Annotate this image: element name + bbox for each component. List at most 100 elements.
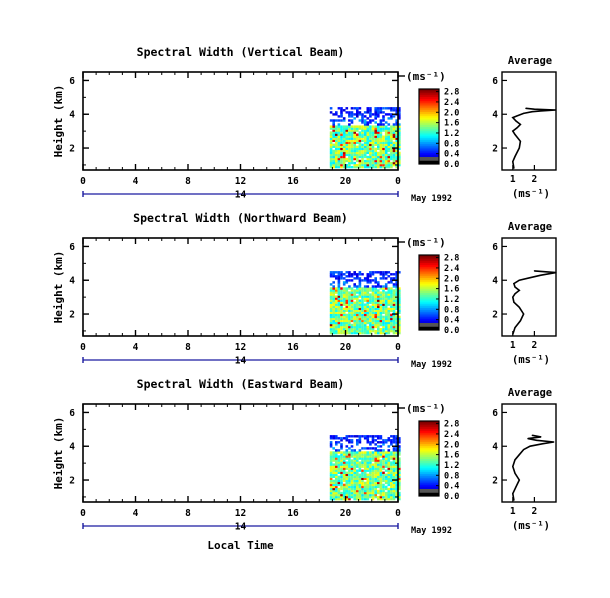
heatmap-cell [335,325,338,329]
heatmap-cell [350,449,354,452]
heatmap-cell [377,155,380,159]
heatmap-cell [390,303,393,306]
heatmap-cell [374,313,377,317]
heatmap-cell [337,307,341,310]
heatmap-cell [398,111,401,114]
heatmap-cell [382,107,385,110]
heatmap-cell [366,447,370,450]
heatmap-cell [342,315,346,319]
heatmap-cell [382,331,385,335]
heatmap-cell [340,165,343,169]
heatmap-cell [390,455,393,458]
heatmap-cell [384,129,388,132]
heatmap-cell [353,453,356,456]
heatmap-cell [395,463,398,466]
colorbar-tick-label: 0.4 [444,150,459,160]
heatmap-cell [379,107,383,110]
heatmap-cell [340,325,343,329]
colorbar-swatch [419,286,439,290]
heatmap-cell [353,127,356,130]
heatmap-cell [340,477,343,480]
heatmap-cell [395,131,398,134]
heatmap-cell [363,289,367,292]
heatmap-cell [332,455,335,458]
heatmap-cell [371,495,375,499]
average-profile-point [518,454,520,456]
heatmap-cell [345,279,349,282]
heatmap-cell [398,461,401,464]
heatmap-cell [340,135,343,138]
panel-title: Spectral Width (Eastward Beam) [137,377,345,391]
colorbar-swatch [419,277,439,280]
heatmap-cell [382,155,385,159]
heatmap-cell [371,119,375,122]
heatmap-cell [371,319,375,323]
heatmap-cell [363,277,367,280]
heatmap-cell [345,323,349,327]
heatmap-cell [361,491,364,495]
heatmap-cell [395,465,398,468]
heatmap-cell [398,117,401,120]
colorbar-swatch [419,451,439,454]
heatmap-cell [332,451,335,454]
heatmap-cell [335,331,338,335]
heatmap-cell [377,299,380,302]
heatmap-cell [337,491,341,495]
heatmap-cell [384,451,388,454]
heatmap-cell [348,483,351,487]
heatmap-cell [366,437,370,440]
heatmap-cell [382,311,385,314]
heatmap-cell [395,109,398,112]
heatmap-cell [379,271,383,274]
heatmap-cell [342,313,346,317]
heatmap-cell [340,457,343,460]
heatmap-cell [353,451,356,454]
heatmap-cell [387,315,391,319]
heatmap-cell [350,125,354,128]
heatmap-cell [384,477,388,480]
heatmap-cell [329,329,333,333]
heatmap-cell [369,453,372,456]
heatmap-cell [369,293,372,296]
heatmap-cell [384,165,388,169]
heatmap-cell [337,285,341,288]
heatmap-cell [395,137,398,140]
heatmap-cell [340,473,343,476]
heatmap-cell [382,297,385,300]
heatmap-cell [350,297,354,300]
heatmap-cell [377,291,380,294]
heatmap-cell [358,495,362,499]
heatmap-cell [395,121,398,124]
heatmap-cell [353,131,356,134]
heatmap-cell [348,331,351,335]
heatmap-cell [384,133,388,136]
heatmap-cell [379,449,383,452]
heatmap-cell [348,131,351,134]
heatmap-cell [387,455,391,458]
heatmap-cell [329,311,333,314]
heatmap-cell [374,151,377,155]
heatmap-cell [358,137,362,140]
heatmap-cell [392,293,396,296]
heatmap-cell [329,111,333,114]
heatmap-cell [353,321,356,325]
heatmap-cell [329,463,333,466]
heatmap-cell [377,289,380,292]
heatmap-cell [363,329,367,333]
avg-y-tick-label: 4 [492,276,498,287]
heatmap-cell [337,119,341,122]
heatmap-cell [398,143,401,146]
heatmap-cell [348,133,351,136]
colorbar-swatch [419,105,439,109]
heatmap-cell [329,325,333,329]
heatmap-cell [363,459,367,462]
heatmap-cell [363,323,367,327]
colorbar-swatch [419,154,439,158]
heatmap-cell [335,473,338,476]
heatmap-cell [353,463,356,466]
heatmap-cell [342,165,346,169]
heatmap-cell [366,455,370,458]
heatmap-cell [384,293,388,296]
heatmap-cell [356,451,359,454]
heatmap-cell [340,291,343,294]
